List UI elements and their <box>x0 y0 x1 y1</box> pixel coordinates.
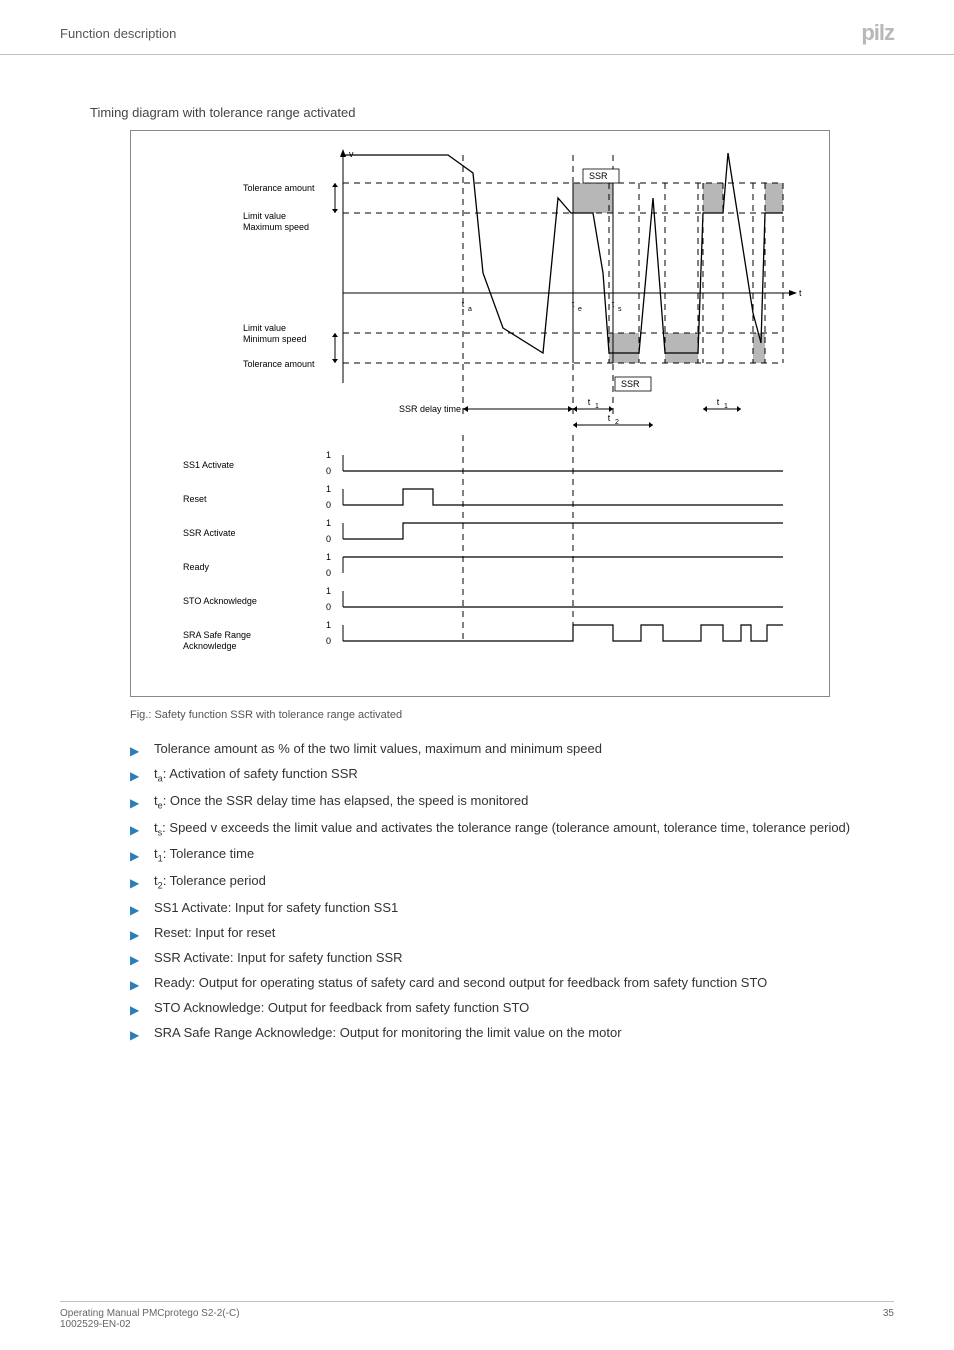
list-item-text: Ready: Output for operating status of sa… <box>154 975 767 990</box>
footer-title: Operating Manual PMCprotego S2-2(-C) <box>60 1308 240 1319</box>
svg-text:1: 1 <box>595 403 599 410</box>
svg-text:1: 1 <box>326 450 331 460</box>
bullet-arrow-icon: ▶ <box>130 794 139 813</box>
bullet-arrow-icon: ▶ <box>130 742 139 761</box>
list-item-text: ta: Activation of safety function SSR <box>154 766 358 781</box>
list-item: ▶ Ready: Output for operating status of s… <box>130 973 864 993</box>
footer-docid: 1002529-EN-02 <box>60 1319 240 1330</box>
bullet-arrow-icon: ▶ <box>130 926 139 945</box>
svg-text:Minimum speed: Minimum speed <box>243 334 307 344</box>
list-item: ▶ SSR Activate: Input for safety function… <box>130 948 864 968</box>
list-item-text: STO Acknowledge: Output for feedback fro… <box>154 1000 529 1015</box>
svg-text:t: t <box>612 299 615 309</box>
timing-diagram: vtTolerance amountLimit valueMaximum spe… <box>130 130 830 697</box>
svg-text:Limit value: Limit value <box>243 211 286 221</box>
list-item-text: ts: Speed v exceeds the limit value and … <box>154 820 850 835</box>
section-title: Function description <box>60 26 176 41</box>
list-item: ▶ ta: Activation of safety function SSR <box>130 764 864 786</box>
svg-text:0: 0 <box>326 568 331 578</box>
bullet-arrow-icon: ▶ <box>130 976 139 995</box>
footer-left: Operating Manual PMCprotego S2-2(-C) 100… <box>60 1308 240 1330</box>
list-item: ▶ Reset: Input for reset <box>130 923 864 943</box>
list-item-text: t1: Tolerance time <box>154 846 254 861</box>
list-item: ▶ SS1 Activate: Input for safety function… <box>130 898 864 918</box>
list-item-text: t2: Tolerance period <box>154 873 266 888</box>
bullet-arrow-icon: ▶ <box>130 767 139 786</box>
svg-text:0: 0 <box>326 602 331 612</box>
svg-text:Tolerance amount: Tolerance amount <box>243 183 315 193</box>
svg-text:STO Acknowledge: STO Acknowledge <box>183 596 257 606</box>
svg-text:1: 1 <box>724 403 728 410</box>
svg-text:2: 2 <box>615 419 619 426</box>
bullet-arrow-icon: ▶ <box>130 874 139 893</box>
svg-text:SS1 Activate: SS1 Activate <box>183 460 234 470</box>
svg-text:t: t <box>462 299 465 309</box>
svg-text:e: e <box>578 306 582 313</box>
svg-text:t: t <box>572 299 575 309</box>
list-item: ▶ ts: Speed v exceeds the limit value and… <box>130 818 864 840</box>
svg-text:Limit value: Limit value <box>243 323 286 333</box>
svg-text:0: 0 <box>326 636 331 646</box>
svg-text:0: 0 <box>326 500 331 510</box>
svg-text:Tolerance amount: Tolerance amount <box>243 359 315 369</box>
list-item-text: te: Once the SSR delay time has elapsed,… <box>154 793 528 808</box>
bullet-arrow-icon: ▶ <box>130 1001 139 1020</box>
svg-text:SRA Safe Range: SRA Safe Range <box>183 630 251 640</box>
list-item-text: Tolerance amount as % of the two limit v… <box>154 741 602 756</box>
svg-text:s: s <box>618 306 622 313</box>
list-item-text: SSR Activate: Input for safety function … <box>154 950 403 965</box>
list-item: ▶ t2: Tolerance period <box>130 871 864 893</box>
svg-text:a: a <box>468 306 472 313</box>
bullet-arrow-icon: ▶ <box>130 951 139 970</box>
list-item: ▶ te: Once the SSR delay time has elapsed… <box>130 791 864 813</box>
svg-text:1: 1 <box>326 484 331 494</box>
list-item-text: Reset: Input for reset <box>154 925 275 940</box>
svg-text:0: 0 <box>326 534 331 544</box>
list-item: ▶ t1: Tolerance time <box>130 844 864 866</box>
svg-text:v: v <box>349 149 354 159</box>
svg-text:0: 0 <box>326 466 331 476</box>
figure-caption: Fig.: Safety function SSR with tolerance… <box>130 709 864 721</box>
svg-text:t: t <box>588 397 591 407</box>
svg-text:SSR: SSR <box>589 171 608 181</box>
svg-text:SSR Activate: SSR Activate <box>183 528 236 538</box>
page-number: 35 <box>883 1308 894 1330</box>
list-item-text: SS1 Activate: Input for safety function … <box>154 900 398 915</box>
svg-text:SSR: SSR <box>621 379 640 389</box>
svg-text:Acknowledge: Acknowledge <box>183 641 237 651</box>
diagram-caption-top: Timing diagram with tolerance range acti… <box>90 105 864 120</box>
bullet-arrow-icon: ▶ <box>130 847 139 866</box>
list-item: ▶ SRA Safe Range Acknowledge: Output for … <box>130 1023 864 1043</box>
svg-text:t: t <box>608 413 611 423</box>
list-item-text: SRA Safe Range Acknowledge: Output for m… <box>154 1025 622 1040</box>
timing-diagram-svg: vtTolerance amountLimit valueMaximum spe… <box>143 143 819 673</box>
bullet-arrow-icon: ▶ <box>130 1026 139 1045</box>
description-list: ▶ Tolerance amount as % of the two limit … <box>130 739 864 1043</box>
svg-text:1: 1 <box>326 586 331 596</box>
svg-text:t: t <box>717 397 720 407</box>
svg-text:1: 1 <box>326 620 331 630</box>
list-item: ▶ STO Acknowledge: Output for feedback fr… <box>130 998 864 1018</box>
svg-text:SSR delay time: SSR delay time <box>399 404 461 414</box>
svg-text:t: t <box>799 288 802 298</box>
brand-logo: pilz <box>861 20 894 46</box>
svg-text:Ready: Ready <box>183 562 210 572</box>
bullet-arrow-icon: ▶ <box>130 901 139 920</box>
svg-text:Maximum speed: Maximum speed <box>243 222 309 232</box>
list-item: ▶ Tolerance amount as % of the two limit … <box>130 739 864 759</box>
svg-text:Reset: Reset <box>183 494 207 504</box>
bullet-arrow-icon: ▶ <box>130 821 139 840</box>
svg-text:1: 1 <box>326 518 331 528</box>
svg-text:1: 1 <box>326 552 331 562</box>
